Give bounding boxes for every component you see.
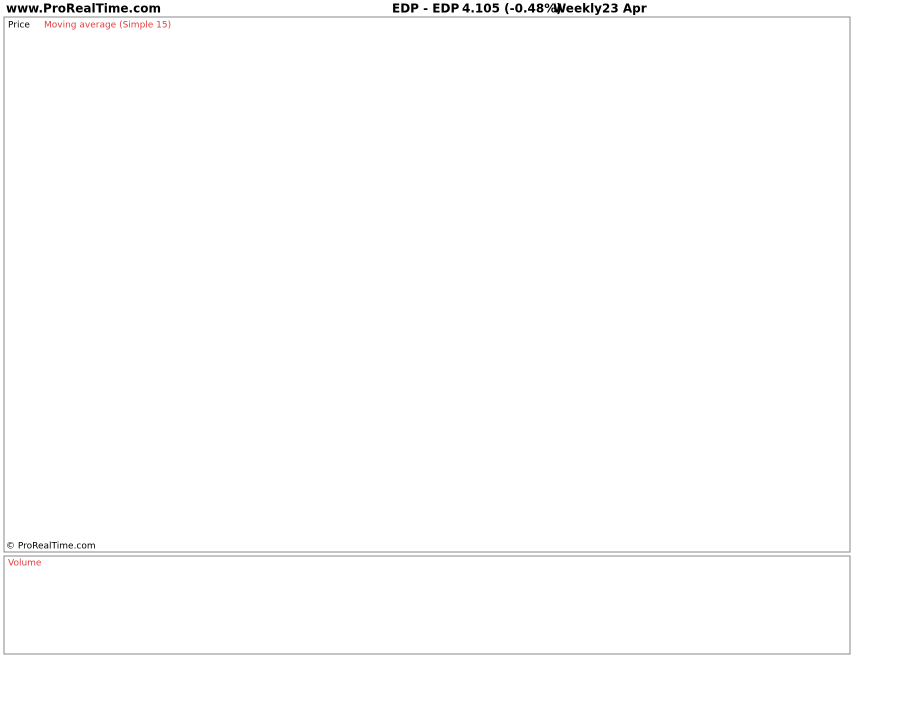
period: Weekly [553, 2, 602, 16]
date: 23 Apr [602, 2, 647, 16]
volume-label: Volume [8, 559, 42, 569]
site-name: www.ProRealTime.com [6, 2, 161, 16]
price-frame [3, 16, 851, 553]
ma-legend: Moving average (Simple 15) [44, 21, 171, 31]
price-label: Price [8, 21, 30, 31]
volume-frame [3, 555, 851, 655]
copyright: © ProRealTime.com [6, 542, 96, 552]
quote: 4.105 (-0.48%) [462, 2, 562, 16]
instrument: EDP - EDP [392, 2, 459, 16]
